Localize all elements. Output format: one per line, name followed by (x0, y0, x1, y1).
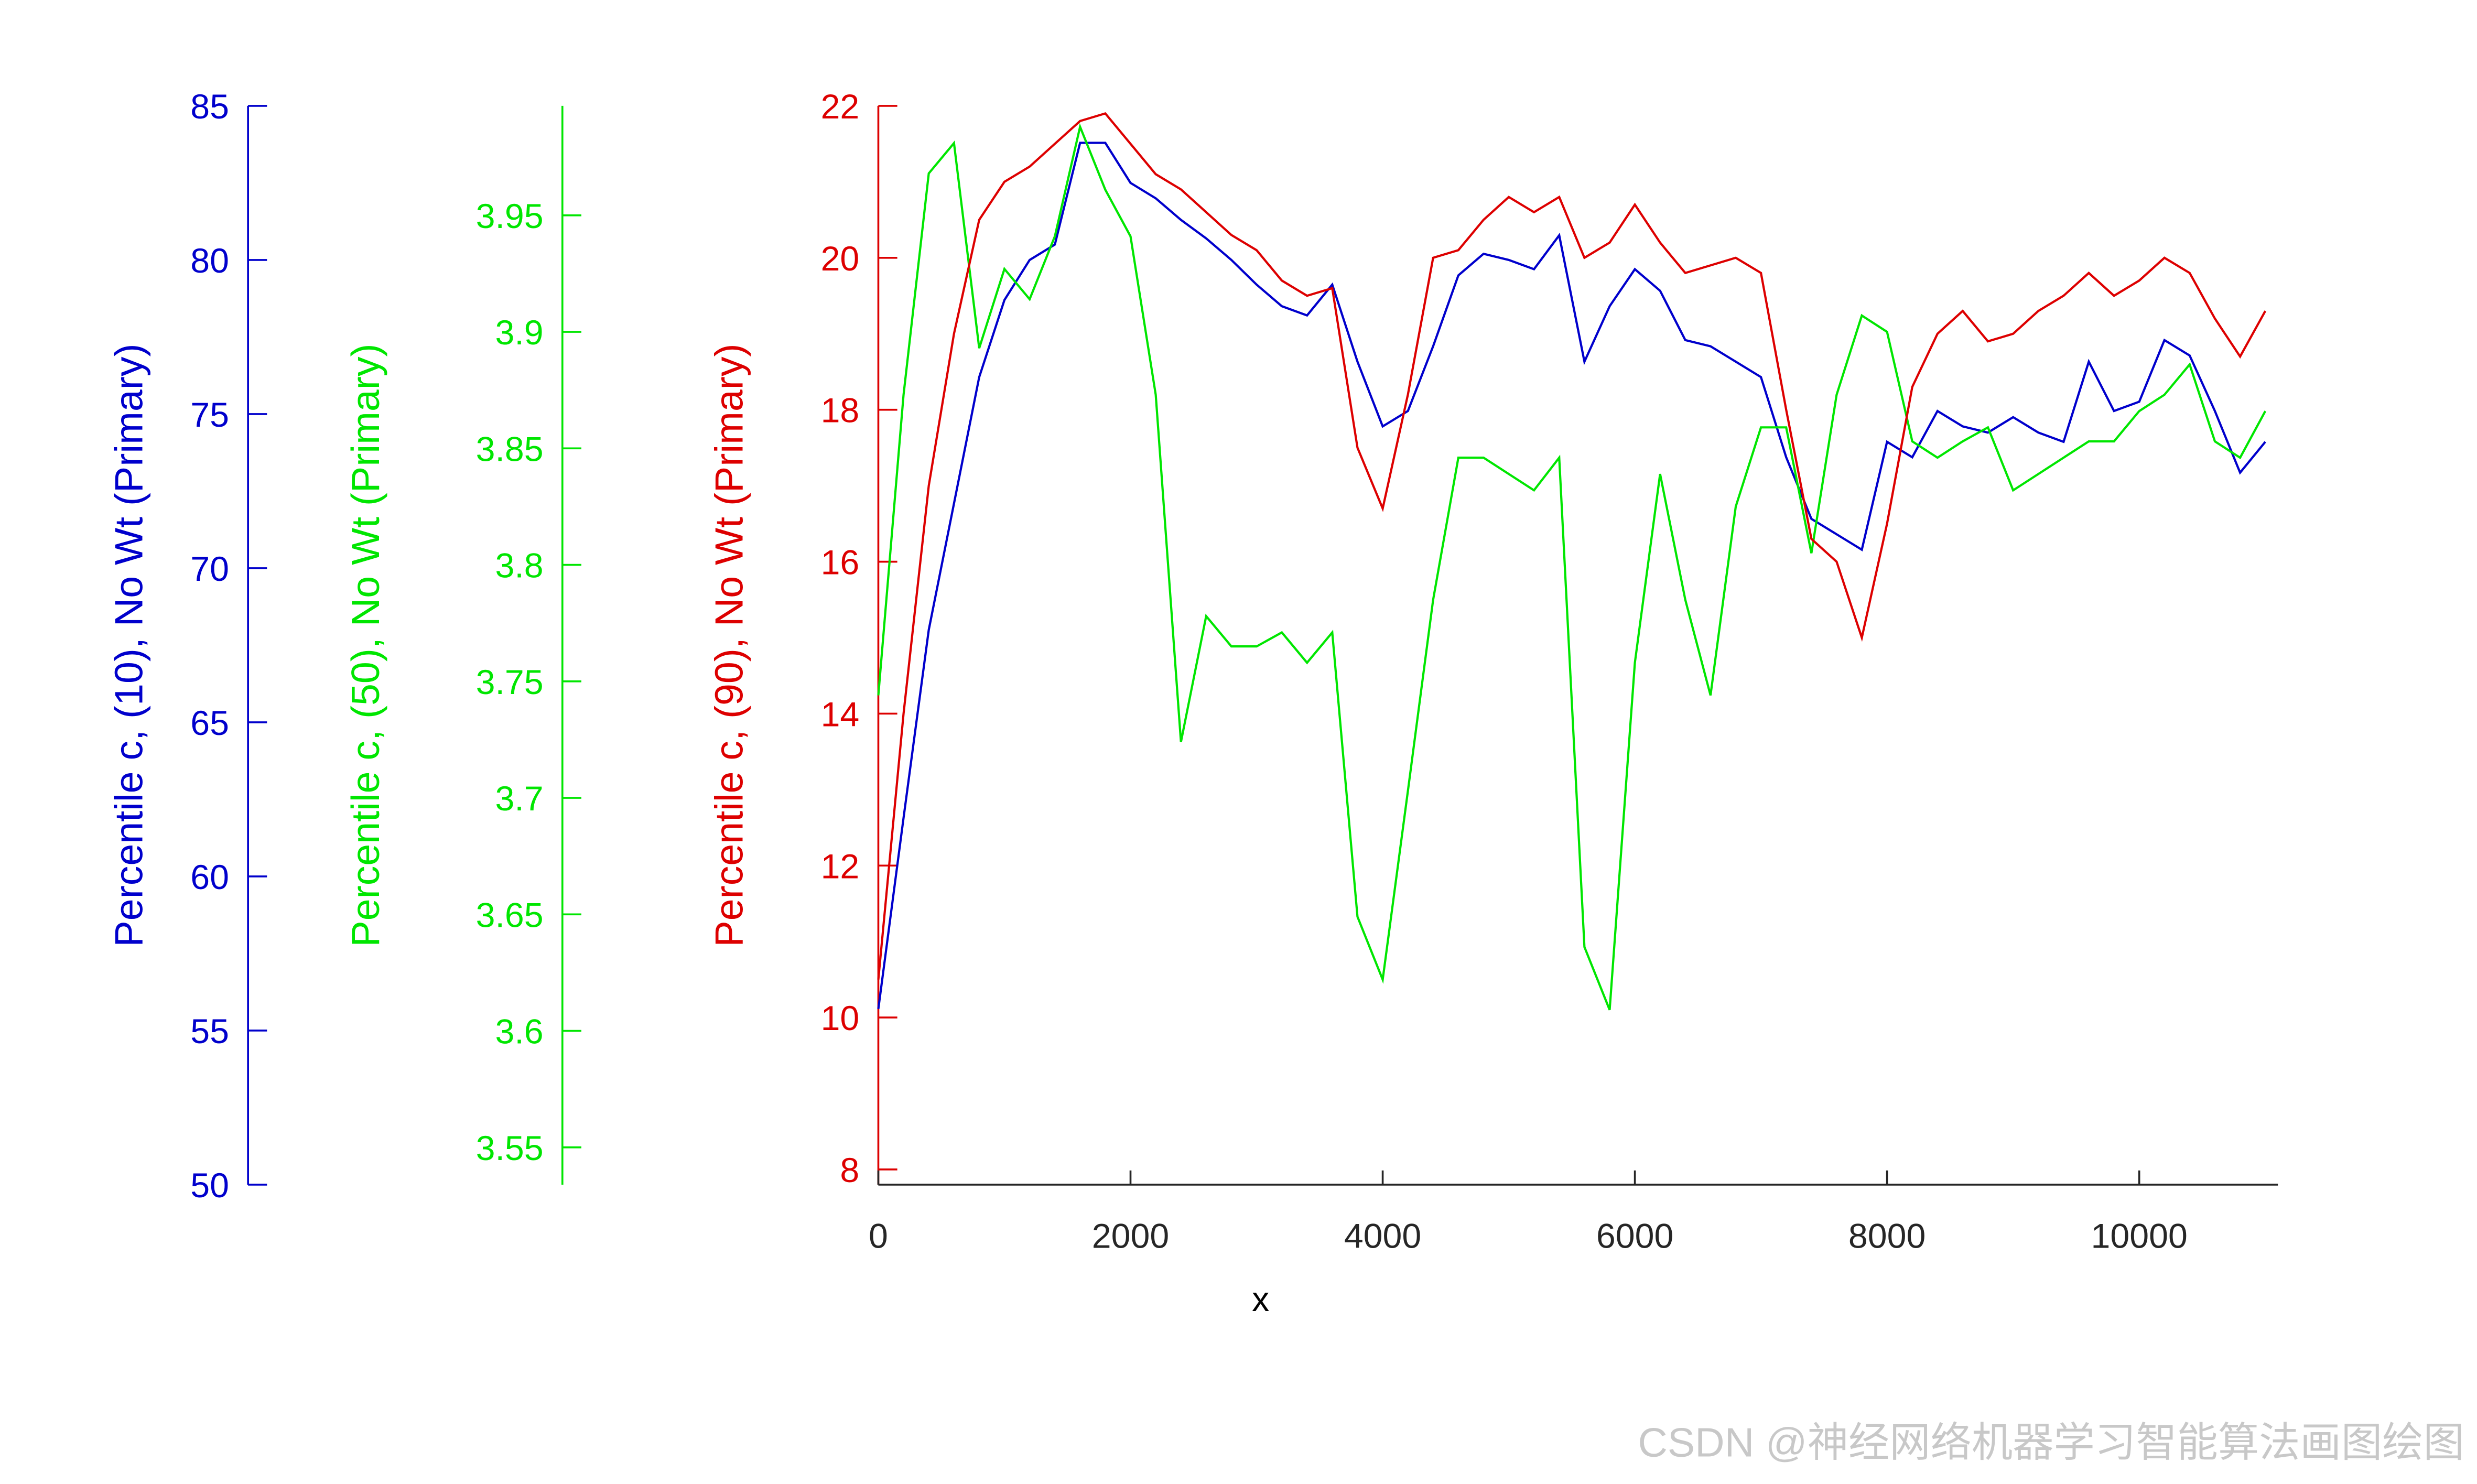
y-tick-label: 80 (190, 242, 229, 280)
watermark: CSDN @神经网络机器学习智能算法画图绘图 (1638, 1419, 2464, 1465)
y-tick-label: 50 (190, 1166, 229, 1205)
data-line (877, 123, 2267, 1011)
y-tick-label: 55 (190, 1012, 229, 1051)
y-tick-label: 65 (190, 704, 229, 743)
x-tick-label: 10000 (2091, 1217, 2188, 1256)
y-tick-label: 16 (821, 544, 860, 582)
y-tick-label: 22 (821, 88, 860, 126)
y-tick-label: 3.55 (476, 1129, 544, 1168)
y-tick-label: 3.9 (495, 313, 544, 352)
x-tick-label: 0 (869, 1217, 888, 1256)
y-tick-label: 12 (821, 847, 860, 886)
y-axis-label: Percentile c, (10), No Wt (Primary) (106, 343, 150, 947)
y-tick-label: 14 (821, 695, 860, 734)
data-line (877, 112, 2267, 980)
y-tick-label: 75 (190, 396, 229, 435)
y-tick-label: 3.6 (495, 1013, 544, 1052)
y-axis-label: Percentile c, (90), No Wt (Primary) (707, 343, 751, 947)
data-line (877, 142, 2266, 1010)
y-tick-label: 3.75 (476, 663, 544, 702)
y-tick-label: 18 (821, 392, 860, 430)
x-tick-label: 4000 (1344, 1217, 1421, 1256)
y-tick-label: 8 (840, 1151, 859, 1190)
x-tick-label: 2000 (1092, 1217, 1169, 1256)
y-tick-label: 3.7 (495, 779, 544, 818)
y-tick-label: 3.8 (495, 547, 544, 586)
y-tick-label: 3.95 (476, 197, 544, 236)
y-tick-label: 85 (190, 88, 229, 126)
y-tick-label: 3.85 (476, 430, 544, 469)
y-tick-label: 3.65 (476, 896, 544, 935)
y-tick-label: 10 (821, 999, 860, 1038)
y-tick-label: 60 (190, 858, 229, 897)
x-tick-label: 6000 (1596, 1217, 1673, 1256)
y-axis-label: Percentile c, (50), No Wt (Primary) (343, 343, 387, 947)
x-axis-label: x (1252, 1280, 1269, 1319)
y-tick-label: 70 (190, 550, 229, 589)
x-tick-label: 8000 (1848, 1217, 1926, 1256)
y-tick-label: 20 (821, 240, 860, 278)
